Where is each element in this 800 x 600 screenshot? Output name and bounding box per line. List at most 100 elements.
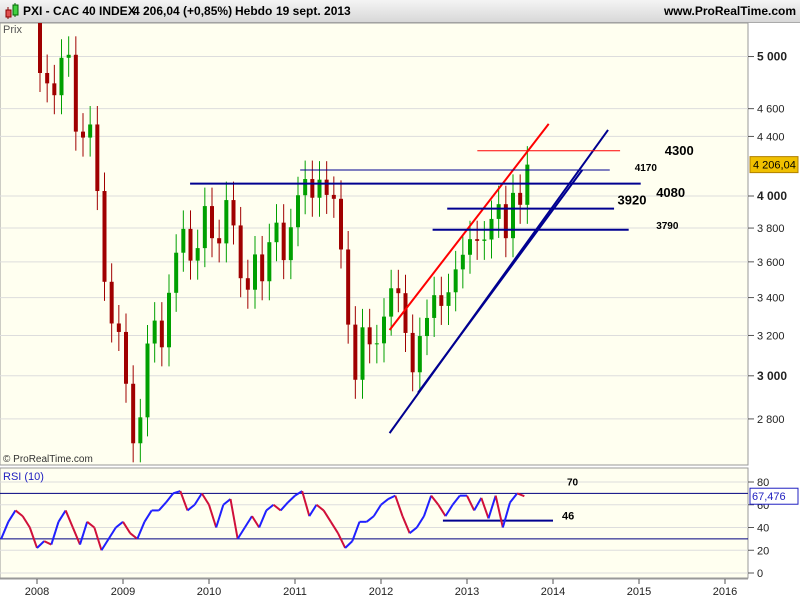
price-tick-label: 4 400 [757, 131, 785, 143]
level-label: 3920 [618, 193, 647, 208]
rsi-line-segment [294, 490, 303, 497]
rsi-line-segment [43, 540, 52, 546]
rsi-line-segment [380, 498, 389, 506]
candle-body [496, 204, 501, 219]
candle-body [38, 23, 42, 74]
candle-body [66, 54, 71, 58]
rsi-line-segment [366, 515, 375, 523]
candle-body [396, 288, 401, 294]
candle-body [410, 332, 415, 373]
rsi-line-segment [28, 527, 38, 549]
price-tick-label: 3 400 [757, 293, 785, 305]
candle-body [138, 417, 143, 444]
watermark: © ProRealTime.com [3, 454, 93, 465]
title-bar: PXI - CAC 40 INDEX 4 206,04 (+0,85%) Heb… [0, 0, 800, 23]
rsi-line-segment [236, 526, 246, 540]
rsi-line-segment [21, 515, 31, 529]
rsi-line-segment [487, 495, 497, 519]
candle-body [167, 292, 171, 348]
rsi-line-segment [451, 495, 461, 506]
site-link[interactable]: www.ProRealTime.com [663, 4, 796, 18]
candle-body [288, 227, 293, 261]
candle-body [482, 239, 487, 241]
rsi-line-segment [501, 502, 511, 528]
rsi-line-segment [301, 490, 311, 517]
rsi-line-segment [415, 515, 425, 529]
rsi-line-segment [394, 495, 404, 517]
rsi-line-segment [308, 504, 318, 517]
rsi-line-segment [57, 509, 67, 523]
rsi-line-segment [516, 492, 525, 498]
rsi-line-segment [215, 504, 225, 528]
rsi-line-segment [509, 492, 518, 504]
candle-body [360, 327, 365, 380]
candle-body [95, 124, 100, 192]
rsi-tick-label: 80 [757, 477, 769, 489]
price-change: 4 206,04 (+0,85%) [133, 4, 233, 18]
candle-body [73, 54, 78, 132]
candle-body [382, 316, 386, 344]
candle-body [331, 194, 336, 199]
candle-body [281, 222, 286, 261]
x-tick-label: 2011 [283, 586, 307, 598]
candle-body [310, 179, 315, 198]
rsi-line-segment [71, 527, 81, 545]
rsi-line-segment [50, 521, 60, 545]
candle-body [346, 249, 351, 325]
rsi-line-segment [0, 521, 10, 540]
rsi-line-segment [466, 495, 476, 511]
candlestick-logo-icon [5, 3, 19, 19]
candle-body [296, 195, 300, 228]
candle-body [389, 288, 394, 317]
candle-body [181, 228, 186, 253]
candle-body [439, 295, 444, 306]
rsi-line-segment [329, 521, 339, 534]
candle-body [503, 204, 508, 239]
level-label: 4170 [635, 163, 658, 174]
price-tick-label: 3 800 [757, 223, 785, 235]
price-tick-label: 3 600 [757, 257, 785, 269]
candle-body [217, 238, 222, 244]
rsi-line-segment [79, 521, 89, 545]
rsi-line-segment [387, 494, 396, 500]
price-tick-label: 5 000 [757, 50, 787, 64]
candle-body [145, 343, 150, 418]
x-tick-label: 2009 [111, 586, 135, 598]
candle-body [367, 327, 372, 345]
rsi-last-label: 67,476 [752, 491, 786, 503]
candle-body [210, 206, 214, 239]
x-tick-label: 2010 [197, 586, 221, 598]
rsi-line-segment [100, 538, 110, 551]
rsi-line-segment [322, 509, 332, 523]
rsi-line-segment [265, 503, 275, 512]
candle-body [425, 317, 429, 337]
candle-body [224, 200, 229, 244]
rsi-line-segment [287, 494, 296, 504]
candle-body [475, 239, 480, 241]
rsi-line-segment [243, 515, 253, 529]
rsi-line-segment [494, 495, 504, 528]
candle-body [188, 228, 193, 261]
rsi-line-segment [372, 504, 382, 517]
candle-body [453, 269, 458, 293]
rsi-line-segment [193, 492, 203, 506]
x-tick-label: 2016 [713, 586, 737, 598]
candle-body [339, 198, 343, 250]
candle-body [353, 324, 358, 380]
candle-body [245, 278, 250, 290]
level-label: 4300 [665, 143, 694, 158]
rsi-line-segment [258, 510, 268, 528]
candle-body [109, 281, 114, 324]
candle-body [374, 343, 379, 345]
trendline-red [388, 123, 550, 331]
rsi-last-tag [749, 487, 799, 505]
candle-body [511, 192, 515, 239]
rsi-line-segment [444, 504, 454, 517]
price-tick-label: 3 200 [757, 330, 785, 342]
candle-body [102, 191, 107, 282]
rsi-line-segment [107, 526, 117, 540]
rsi-line-segment [437, 504, 447, 517]
last-price-tag [749, 156, 799, 174]
candle-body [417, 336, 422, 373]
